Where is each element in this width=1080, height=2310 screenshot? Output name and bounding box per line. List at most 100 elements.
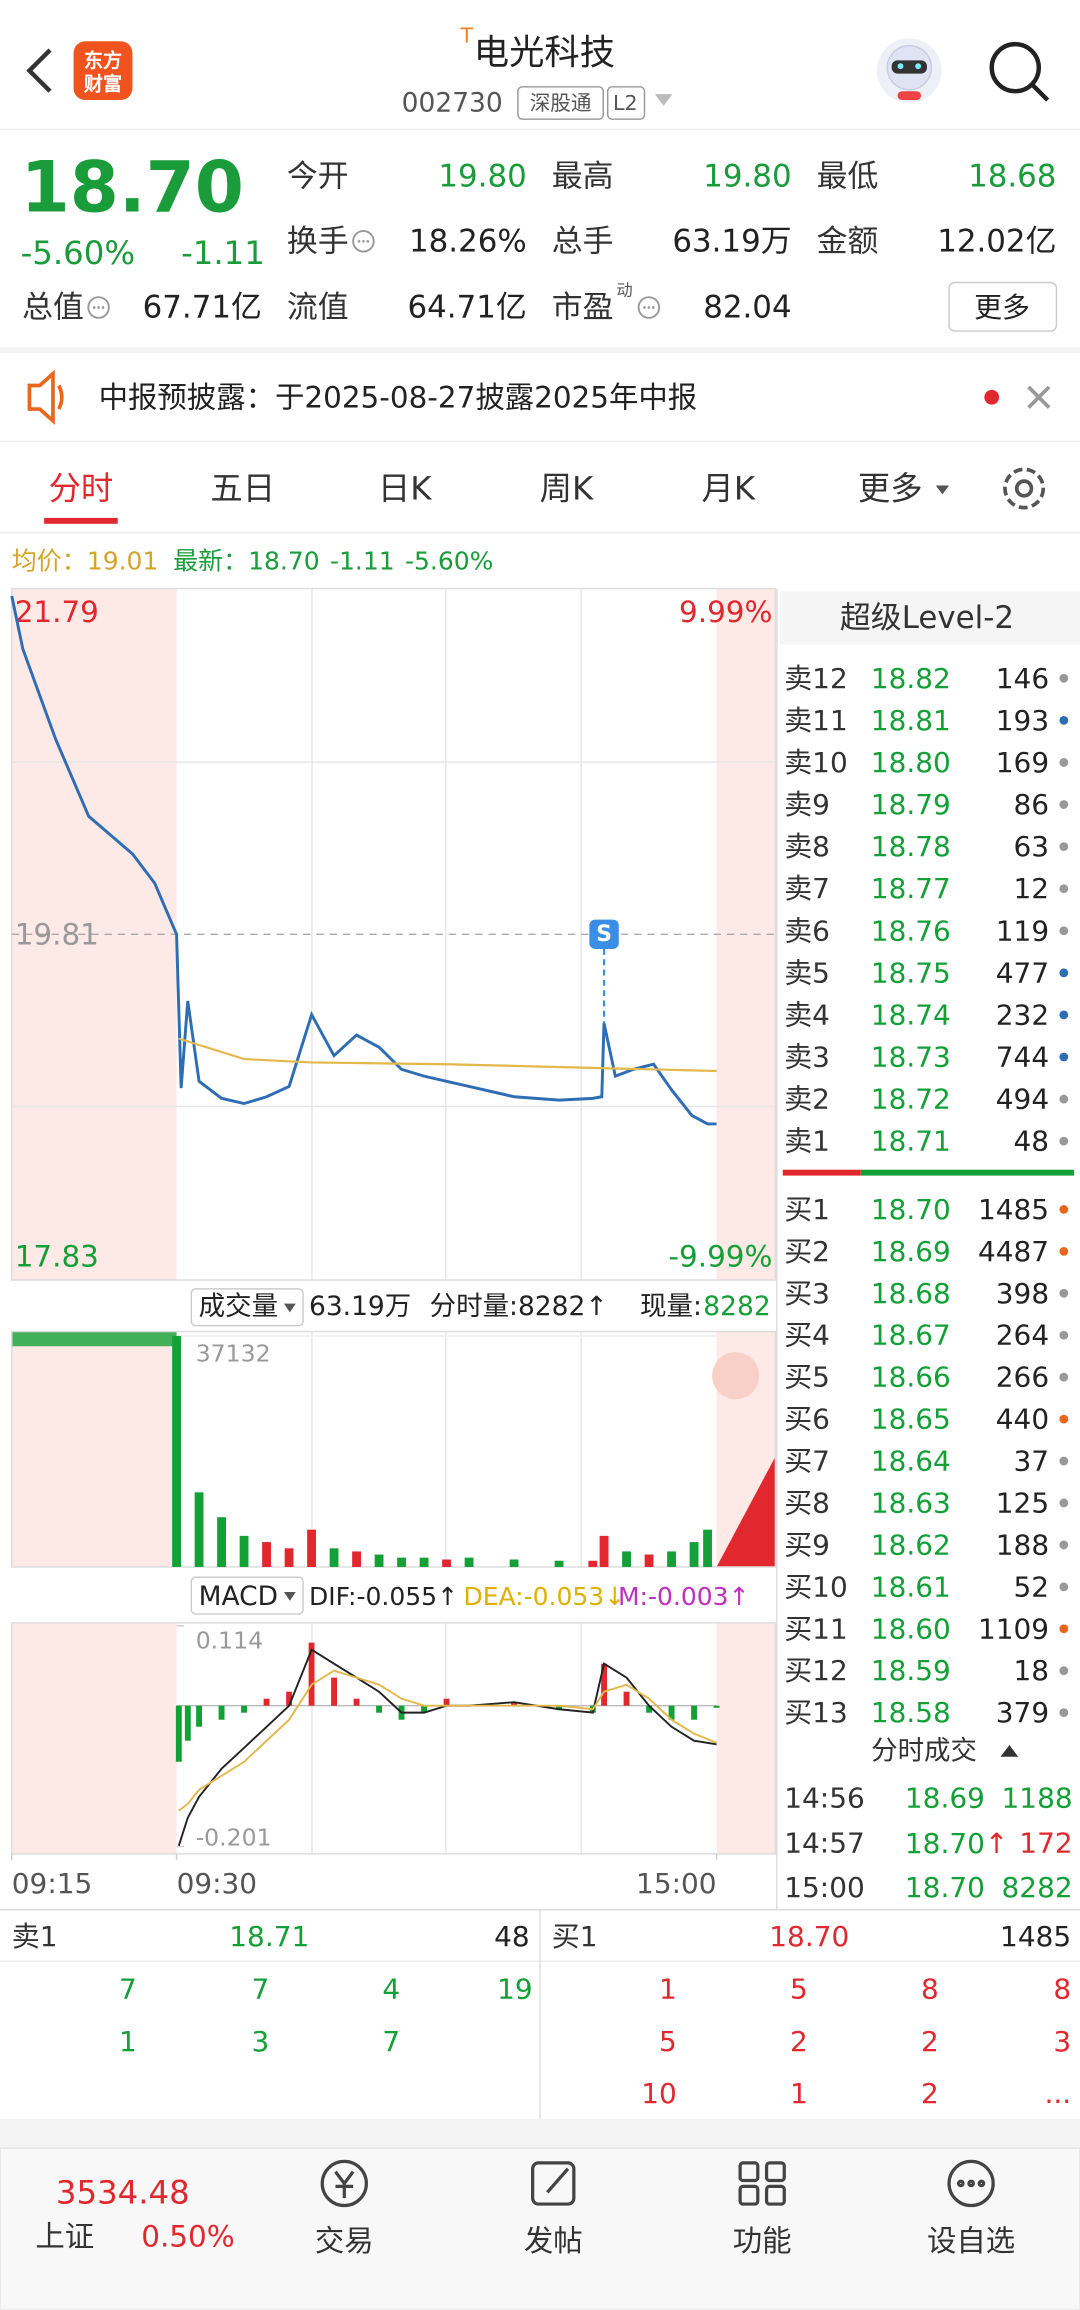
tab-underline [44, 517, 118, 524]
field-label: 金额 [817, 223, 879, 259]
indicator-value: DIF:-0.055↑ [309, 1582, 458, 1611]
more-button[interactable] [948, 281, 1058, 332]
book-dot [1059, 926, 1069, 936]
book-qty: 1485 [978, 1193, 1049, 1226]
book-dot [1059, 1052, 1069, 1062]
book-price: 18.58 [871, 1696, 951, 1729]
book-label: 卖12 [784, 662, 848, 695]
macd-bar [421, 1705, 428, 1713]
book-price: 18.74 [871, 998, 951, 1031]
summary-item: 均价： [12, 546, 87, 575]
close[interactable] [1027, 385, 1051, 409]
field-label: 最低 [817, 159, 879, 195]
index-change: 0.50% [141, 2219, 234, 2253]
book-dot [1059, 715, 1069, 725]
avatar[interactable] [876, 38, 942, 103]
nav-item[interactable]: 设自选 [927, 2224, 1015, 2258]
stock-name: 电光科技 [474, 32, 615, 73]
book-price: 18.75 [871, 956, 951, 989]
field-label: 总手 [552, 223, 614, 259]
book-price: 18.62 [871, 1528, 951, 1561]
expand[interactable] [712, 1352, 760, 1400]
book-dot [1059, 1708, 1069, 1718]
info-icon [352, 230, 375, 253]
queue-order: 3 [251, 2025, 269, 2058]
macd-bar [376, 1705, 383, 1713]
index-name: 上证 [35, 2219, 94, 2253]
field-value: 64.71亿 [407, 290, 526, 326]
book-label: 买5 [784, 1361, 830, 1394]
macd-bar [175, 1705, 182, 1762]
collapse[interactable] [1000, 1745, 1019, 1757]
y-tick-label: 17.83 [15, 1240, 99, 1274]
tab[interactable]: 分时 [49, 469, 114, 507]
nav-item[interactable]: 交易 [315, 2224, 374, 2258]
book-qty: 232 [996, 998, 1049, 1031]
y-tick-label: -0.201 [196, 1824, 272, 1852]
queue-order: 3 [1053, 2025, 1071, 2058]
book-dot [1059, 842, 1069, 852]
field-label: 流值 [287, 290, 349, 326]
volume-bar [667, 1551, 676, 1567]
book-dot [1059, 1246, 1069, 1256]
book-price: 18.78 [871, 830, 951, 863]
level2-header [779, 591, 1080, 645]
trade-time: 14:57 [784, 1826, 865, 1859]
field-value: 19.80 [438, 159, 526, 195]
book-label: 卖9 [784, 788, 830, 821]
volume-bar [599, 1535, 609, 1567]
book-label: 卖3 [784, 1041, 830, 1074]
nav-icons [320, 2159, 995, 2208]
divider [0, 347, 1080, 354]
volume-bar [588, 1560, 598, 1567]
dropdown [283, 1591, 296, 1601]
logo-text: 东方 [84, 49, 122, 72]
queue-order: 4 [382, 1973, 400, 2006]
trade-price: 18.70 [905, 1871, 985, 1904]
field-value: 19.80 [703, 159, 791, 195]
search[interactable] [989, 41, 1050, 102]
info-icon [87, 296, 110, 319]
dropdown[interactable] [654, 94, 673, 106]
field-label: 总值 [22, 290, 84, 326]
indicator-select[interactable] [190, 1288, 304, 1327]
nav-item[interactable]: 功能 [733, 2224, 792, 2258]
queue-order: 1 [119, 2025, 137, 2058]
volume-total: 63.19万 [309, 1291, 411, 1322]
tag-box [517, 86, 605, 120]
summary-item: -5.60% [405, 546, 493, 575]
book-price: 18.73 [871, 1041, 951, 1074]
queue-label: 买1 [552, 1920, 598, 1953]
book-price: 18.68 [871, 1277, 951, 1310]
trade-price: 18.70↑ [905, 1826, 1008, 1859]
queue-order: 1 [790, 2077, 808, 2110]
macd-bar [353, 1698, 360, 1706]
book-dot [1059, 1540, 1069, 1550]
info-icon [637, 296, 661, 319]
macd-line [178, 1669, 717, 1812]
tab[interactable]: 更多 [858, 469, 923, 507]
book-qty: 146 [996, 662, 1049, 695]
macd-bar [713, 1705, 720, 1708]
stock-code: 002730 [402, 87, 503, 118]
field-value: 63.19万 [672, 223, 791, 259]
back-button[interactable] [26, 48, 52, 93]
book-dot [1059, 1010, 1069, 1020]
book-label: 卖11 [784, 704, 848, 737]
book-price: 18.80 [871, 746, 951, 779]
tab[interactable]: 日K [378, 469, 432, 507]
book-qty: 48 [1014, 1125, 1050, 1158]
tab[interactable]: 五日 [210, 469, 275, 507]
volume-bar [644, 1554, 654, 1567]
settings[interactable] [1003, 467, 1046, 510]
tab[interactable]: 周K [540, 469, 594, 507]
macd-bar [196, 1705, 203, 1727]
nav-item[interactable]: 发帖 [524, 2224, 583, 2258]
queue-order: 7 [119, 1973, 137, 2006]
more-label: 更多 [974, 291, 1030, 324]
book-label: 卖5 [784, 956, 830, 989]
y2-tick-label: -9.99% [668, 1240, 772, 1274]
tab[interactable]: 月K [702, 469, 756, 507]
auction-volume [11, 1331, 177, 1347]
indicator-select[interactable] [190, 1576, 304, 1615]
